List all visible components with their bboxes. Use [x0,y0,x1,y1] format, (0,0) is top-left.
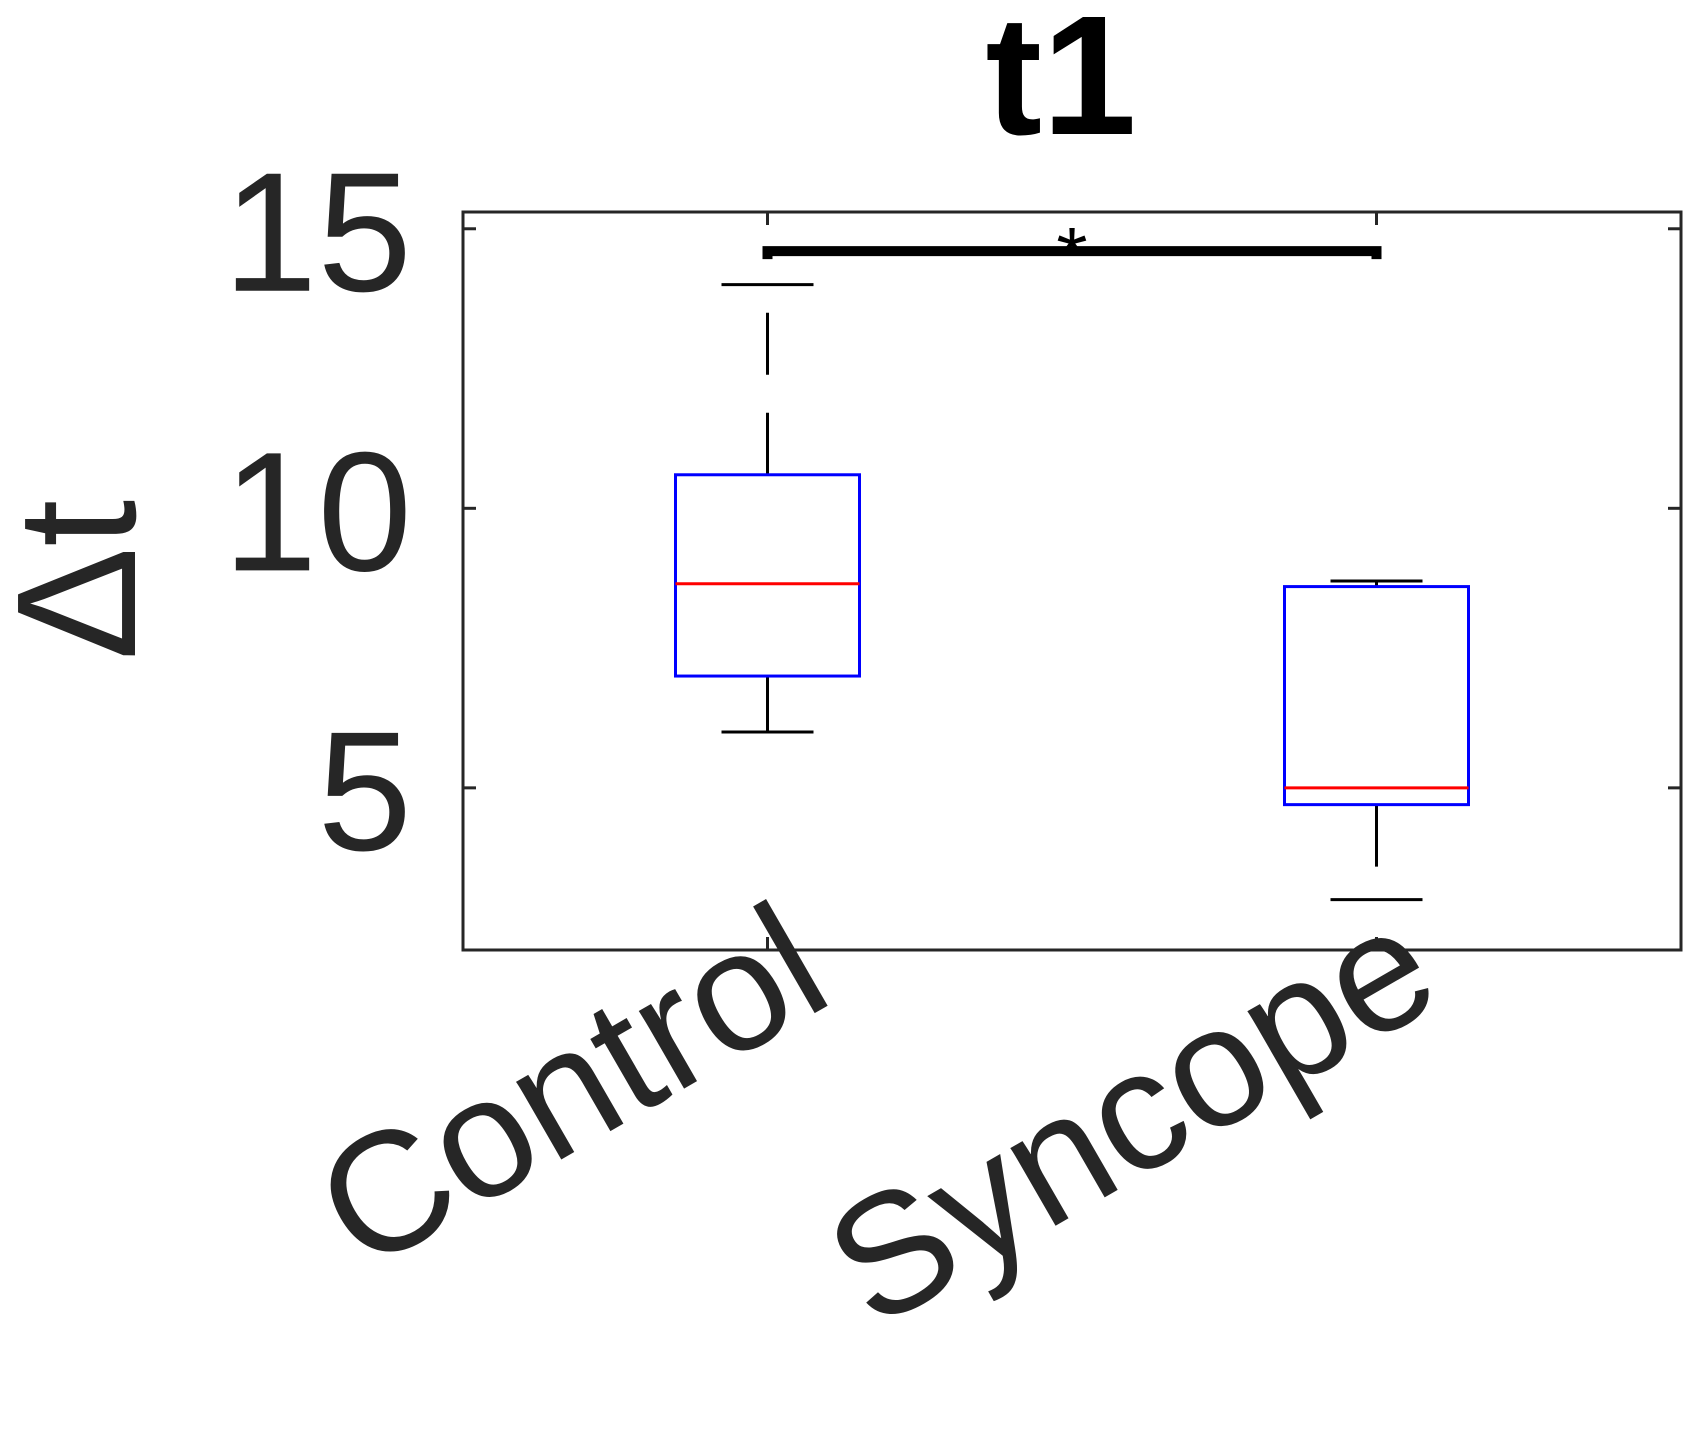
y-tick-label: 5 [317,697,412,887]
significance-label: * [1056,211,1087,300]
axes-frame [461,210,1683,952]
y-axis-label: Δt [0,500,172,661]
y-tick-label: 15 [223,138,412,328]
y-tick-label: 10 [223,417,412,607]
box-control [674,473,861,678]
x-tick-label-syncope: Syncope [797,867,1465,1362]
box-syncope [1283,585,1470,807]
significance-bracket [762,246,1382,260]
x-tick-label-control: Control [286,867,856,1306]
chart-title: t1 [985,0,1136,171]
